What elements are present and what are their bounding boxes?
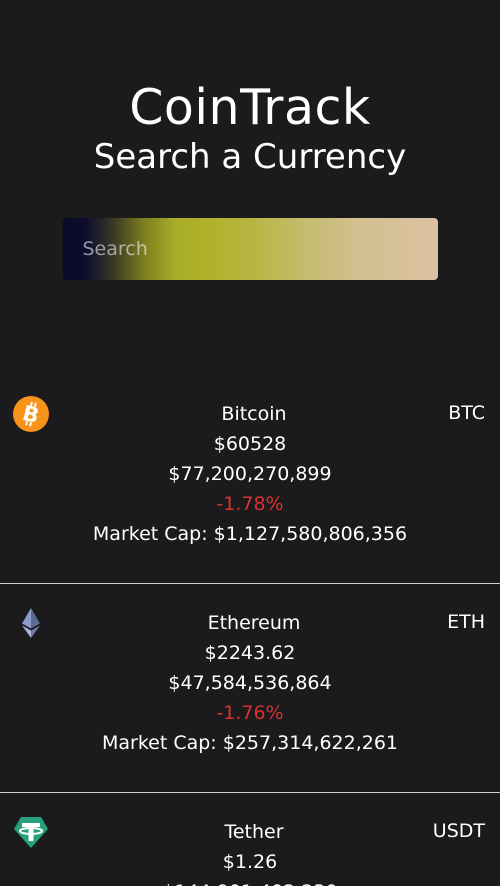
ethereum-icon (13, 605, 49, 641)
coin-name: Ethereum (207, 612, 301, 634)
svg-text:B: B (20, 401, 41, 428)
coin-price: $60528 (213, 433, 287, 455)
coin-symbol: USDT (432, 820, 485, 842)
page-subtitle: Search a Currency (93, 137, 407, 177)
coin-row-bitcoin[interactable]: B BTC Bitcoin $60528 $77,200,270,899 -1.… (0, 375, 500, 584)
coin-row-ethereum[interactable]: ETH Ethereum $2243.62 $47,584,536,864 -1… (0, 584, 500, 793)
coin-details: Tether $1.26 $144,901,402,230 (0, 817, 500, 886)
coin-name: Tether (224, 821, 284, 843)
coin-list: B BTC Bitcoin $60528 $77,200,270,899 -1.… (0, 375, 500, 886)
search-input[interactable] (62, 218, 438, 280)
coin-market-cap: Market Cap: $257,314,622,261 (101, 732, 399, 754)
search-container (0, 218, 500, 280)
coin-volume: $47,584,536,864 (168, 672, 332, 694)
app-title: CoinTrack (129, 79, 371, 136)
coin-details: Bitcoin $60528 $77,200,270,899 -1.78% Ma… (0, 399, 500, 549)
header: CoinTrack Search a Currency (0, 0, 500, 178)
coin-change: -1.78% (216, 493, 284, 515)
coin-price: $1.26 (222, 851, 278, 873)
coin-symbol: BTC (448, 402, 485, 424)
coin-market-cap: Market Cap: $1,127,580,806,356 (92, 523, 408, 545)
coin-price: $2243.62 (204, 642, 296, 664)
coin-name: Bitcoin (221, 403, 287, 425)
coin-volume: $77,200,270,899 (168, 463, 332, 485)
coin-change: -1.76% (216, 702, 284, 724)
coin-symbol: ETH (447, 611, 485, 633)
coin-volume: $144,901,402,230 (0, 877, 500, 886)
bitcoin-icon: B (13, 396, 49, 432)
coin-details: Ethereum $2243.62 $47,584,536,864 -1.76%… (0, 608, 500, 758)
tether-icon (13, 814, 49, 850)
coin-row-tether[interactable]: USDT Tether $1.26 $144,901,402,230 (0, 793, 500, 886)
